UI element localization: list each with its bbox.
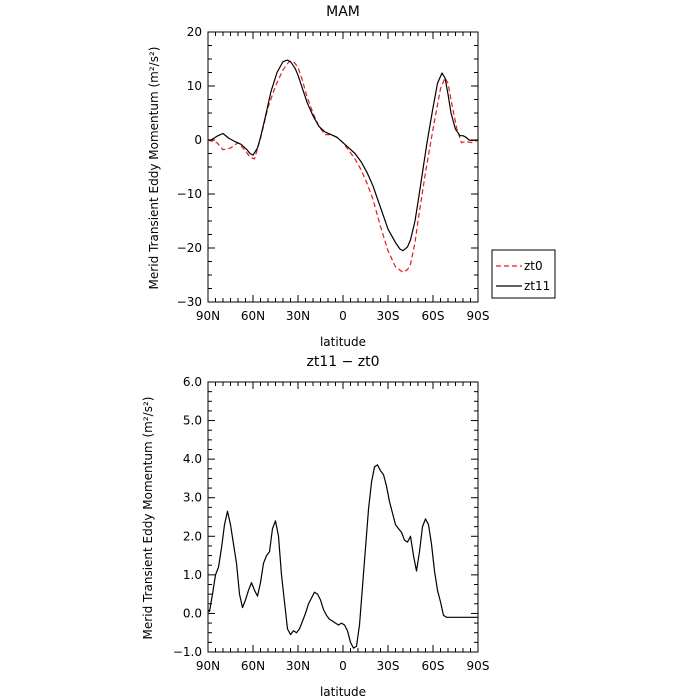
x-tick-label-bottom: 90N bbox=[196, 659, 220, 673]
x-axis-title-top: latitude bbox=[320, 335, 366, 349]
y-tick-label-bottom: 2.0 bbox=[183, 529, 202, 543]
series-line-top-zt0 bbox=[207, 61, 479, 273]
chart-top: MAM 90N 60N 30N 0 30S 60S 90S −30 −20 −10 0 10 20 la… bbox=[147, 4, 556, 349]
legend-label-zt0: zt0 bbox=[524, 259, 543, 273]
ticks-top: 90N 60N 30N 0 30S 60S 90S −30 −20 −10 0 10 20 bbox=[177, 25, 490, 323]
ticks-bottom: 90N 60N 30N 0 30S 60S 90S −1.0 0.0 1.0 2.0 3.0 4.0 5.… bbox=[173, 375, 490, 673]
y-tick-label-top: −20 bbox=[177, 241, 202, 255]
legend: zt0 zt11 bbox=[491, 249, 556, 299]
y-tick-label-top: 10 bbox=[187, 79, 202, 93]
legend-label-zt11: zt11 bbox=[524, 279, 550, 293]
x-tick-label-top: 90S bbox=[467, 309, 490, 323]
y-axis-title-top: Merid Transient Eddy Momentum (m²/s²) bbox=[147, 47, 161, 290]
y-tick-label-bottom: 4.0 bbox=[183, 452, 202, 466]
x-tick-label-bottom: 60S bbox=[422, 659, 445, 673]
chart-title-top: MAM bbox=[326, 4, 360, 20]
series-group-bottom bbox=[207, 464, 478, 649]
x-tick-label-bottom: 30S bbox=[377, 659, 400, 673]
y-tick-label-top: −10 bbox=[177, 187, 202, 201]
y-tick-label-bottom: 0.0 bbox=[183, 606, 202, 620]
y-tick-label-bottom: 3.0 bbox=[183, 491, 202, 505]
legend-box bbox=[491, 249, 556, 299]
x-tick-label-top: 90N bbox=[196, 309, 220, 323]
series-group-top bbox=[207, 59, 479, 273]
x-tick-label-top: 30S bbox=[377, 309, 400, 323]
x-tick-label-bottom: 60N bbox=[241, 659, 265, 673]
y-tick-label-top: 20 bbox=[187, 25, 202, 39]
x-tick-label-top: 60N bbox=[241, 309, 265, 323]
y-tick-label-top: 0 bbox=[194, 133, 202, 147]
x-tick-label-top: 60S bbox=[422, 309, 445, 323]
y-tick-label-bottom: 1.0 bbox=[183, 568, 202, 582]
y-axis-title-bottom: Merid Transient Eddy Momentum (m²/s²) bbox=[141, 397, 155, 640]
x-tick-label-top: 0 bbox=[339, 309, 347, 323]
series-line-bottom-0 bbox=[207, 464, 478, 649]
chart-bottom: zt11 − zt0 90N 60N 30N 0 30S 60S 90S −1.0 0.0 1.0… bbox=[141, 354, 489, 699]
x-tick-label-bottom: 90S bbox=[467, 659, 490, 673]
x-tick-label-bottom: 0 bbox=[339, 659, 347, 673]
chart-title-bottom: zt11 − zt0 bbox=[306, 354, 379, 370]
plot-frame-bottom bbox=[207, 381, 479, 653]
y-tick-label-bottom: 6.0 bbox=[183, 375, 202, 389]
x-tick-label-bottom: 30N bbox=[286, 659, 310, 673]
y-tick-label-bottom: −1.0 bbox=[173, 645, 202, 659]
x-tick-label-top: 30N bbox=[286, 309, 310, 323]
plot-frame-top bbox=[207, 31, 479, 303]
y-tick-label-top: −30 bbox=[177, 295, 202, 309]
y-tick-label-bottom: 5.0 bbox=[183, 414, 202, 428]
series-line-top-zt11 bbox=[208, 59, 478, 252]
x-axis-title-bottom: latitude bbox=[320, 685, 366, 699]
